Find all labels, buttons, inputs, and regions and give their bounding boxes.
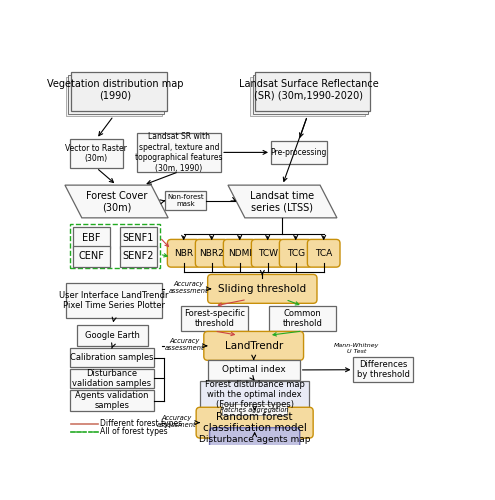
- FancyBboxPatch shape: [271, 141, 327, 164]
- FancyBboxPatch shape: [223, 240, 256, 267]
- Text: Vector to Raster
(30m): Vector to Raster (30m): [65, 144, 127, 163]
- FancyBboxPatch shape: [66, 77, 161, 116]
- FancyBboxPatch shape: [200, 380, 309, 408]
- FancyBboxPatch shape: [353, 357, 413, 382]
- FancyBboxPatch shape: [69, 139, 123, 168]
- Text: EBF: EBF: [82, 233, 101, 243]
- Text: TCG: TCG: [287, 249, 305, 258]
- FancyBboxPatch shape: [73, 228, 110, 248]
- FancyBboxPatch shape: [209, 428, 299, 451]
- Text: Differences
by threshold: Differences by threshold: [357, 360, 409, 380]
- Text: User Interface LandTrendr
Pixel Time Series Plotter: User Interface LandTrendr Pixel Time Ser…: [59, 291, 169, 310]
- Text: Random forest
classification model: Random forest classification model: [203, 412, 306, 434]
- FancyBboxPatch shape: [69, 369, 154, 388]
- FancyBboxPatch shape: [196, 408, 313, 438]
- Text: TCW: TCW: [258, 249, 278, 258]
- Text: NDMI: NDMI: [228, 249, 251, 258]
- Text: Patches aggregation: Patches aggregation: [220, 406, 289, 413]
- Text: Non-forest
mask: Non-forest mask: [167, 194, 204, 207]
- FancyBboxPatch shape: [73, 246, 110, 266]
- Text: Landsat time
series (LTSS): Landsat time series (LTSS): [250, 190, 314, 212]
- FancyBboxPatch shape: [68, 74, 164, 114]
- FancyBboxPatch shape: [269, 306, 336, 331]
- Text: Different forest types: Different forest types: [100, 420, 182, 428]
- FancyBboxPatch shape: [120, 228, 156, 248]
- FancyBboxPatch shape: [196, 240, 228, 267]
- Text: Landsat SR with
spectral, texture and
topographical features
(30m, 1990): Landsat SR with spectral, texture and to…: [135, 132, 223, 172]
- Text: Agents validation
samples: Agents validation samples: [75, 391, 148, 410]
- FancyBboxPatch shape: [208, 274, 317, 304]
- FancyBboxPatch shape: [204, 332, 303, 360]
- Text: Forest disturbance map
with the optimal index
(Four forest types): Forest disturbance map with the optimal …: [205, 380, 304, 410]
- Text: Sliding threshold: Sliding threshold: [218, 284, 306, 294]
- Text: Pre-processing: Pre-processing: [271, 148, 327, 157]
- FancyBboxPatch shape: [69, 348, 154, 367]
- Text: Disturbance agents map: Disturbance agents map: [199, 434, 310, 444]
- Polygon shape: [228, 185, 337, 218]
- FancyBboxPatch shape: [181, 306, 248, 331]
- Text: Vegetation distribution map
(1990): Vegetation distribution map (1990): [47, 79, 183, 100]
- Text: Accuracy
assessment: Accuracy assessment: [169, 281, 208, 294]
- FancyBboxPatch shape: [307, 240, 340, 267]
- FancyBboxPatch shape: [255, 72, 370, 111]
- FancyBboxPatch shape: [251, 240, 284, 267]
- FancyBboxPatch shape: [69, 224, 160, 268]
- Text: Disturbance
validation samples: Disturbance validation samples: [72, 368, 151, 388]
- Text: Mann-Whitney
U Test: Mann-Whitney U Test: [334, 344, 379, 354]
- Text: Accuracy
assessment: Accuracy assessment: [157, 414, 197, 428]
- Text: Optimal index: Optimal index: [222, 366, 286, 374]
- Text: LandTrendr: LandTrendr: [225, 341, 283, 351]
- FancyBboxPatch shape: [71, 72, 167, 111]
- Text: Forest-specific
threshold: Forest-specific threshold: [184, 309, 245, 328]
- Text: NBR2: NBR2: [199, 249, 224, 258]
- FancyBboxPatch shape: [208, 360, 299, 380]
- FancyBboxPatch shape: [165, 191, 206, 210]
- Text: Common
threshold: Common threshold: [283, 309, 323, 328]
- FancyBboxPatch shape: [66, 284, 161, 318]
- FancyBboxPatch shape: [137, 133, 221, 172]
- Text: Landsat Surface Reflectance
(SR) (30m,1990-2020): Landsat Surface Reflectance (SR) (30m,19…: [239, 79, 378, 100]
- Text: Google Earth: Google Earth: [85, 331, 140, 340]
- Polygon shape: [65, 185, 168, 218]
- FancyBboxPatch shape: [120, 246, 156, 266]
- Text: CENF: CENF: [79, 251, 104, 261]
- FancyBboxPatch shape: [250, 77, 365, 116]
- Text: All of forest types: All of forest types: [100, 427, 168, 436]
- FancyBboxPatch shape: [222, 404, 287, 415]
- FancyBboxPatch shape: [77, 326, 148, 345]
- Text: SENF1: SENF1: [123, 233, 154, 243]
- Text: SENF2: SENF2: [123, 251, 154, 261]
- Text: TCA: TCA: [315, 249, 332, 258]
- FancyBboxPatch shape: [252, 74, 368, 114]
- FancyBboxPatch shape: [279, 240, 312, 267]
- FancyBboxPatch shape: [167, 240, 200, 267]
- Text: Forest Cover
(30m): Forest Cover (30m): [86, 190, 147, 212]
- Text: Accuracy
assessment: Accuracy assessment: [165, 338, 204, 351]
- FancyBboxPatch shape: [69, 390, 154, 411]
- Text: Calibration samples: Calibration samples: [70, 353, 153, 362]
- Text: NBR: NBR: [174, 249, 193, 258]
